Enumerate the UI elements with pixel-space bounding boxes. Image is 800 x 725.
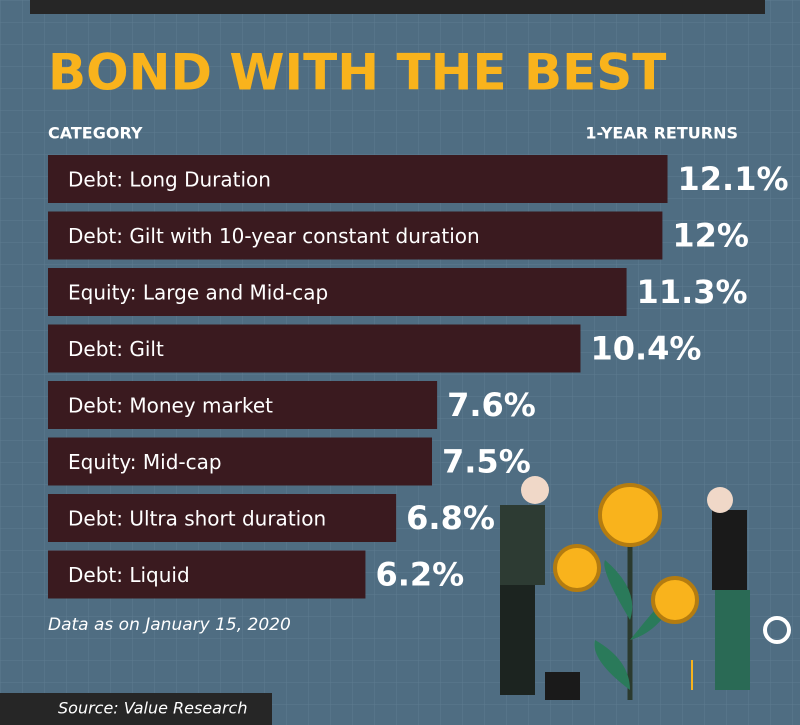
bar	[48, 550, 366, 599]
category-label: Debt: Long Duration	[68, 168, 271, 192]
value-label: 11.3%	[637, 273, 748, 311]
value-label: 7.6%	[447, 386, 536, 424]
category-label: Equity: Mid-cap	[68, 450, 222, 474]
bar	[48, 211, 663, 260]
bar	[48, 494, 397, 542]
bar	[48, 268, 627, 316]
category-label: Debt: Gilt with 10-year constant duratio…	[68, 224, 480, 248]
category-label: Debt: Money market	[68, 394, 273, 418]
note: Data as on January 15, 2020	[48, 615, 291, 635]
value-label: 12%	[672, 217, 749, 255]
bar	[48, 155, 668, 203]
value-label: 12.1%	[678, 160, 789, 198]
category-label: Debt: Liquid	[68, 563, 190, 587]
chart-title: BOND WITH THE BEST	[48, 44, 666, 102]
category-label: Debt: Ultra short duration	[68, 507, 326, 531]
bar	[48, 381, 438, 429]
category-label: Equity: Large and Mid-cap	[68, 281, 328, 305]
value-label: 10.4%	[590, 330, 701, 368]
category-header: CATEGORY	[48, 124, 143, 143]
value-header: 1-YEAR RETURNS	[585, 124, 738, 143]
value-label: 6.8%	[406, 499, 495, 537]
source-band	[0, 693, 272, 725]
bar	[48, 324, 581, 373]
source: Source: Value Research	[58, 699, 247, 718]
category-label: Debt: Gilt	[68, 337, 164, 361]
top-band	[30, 0, 765, 14]
illustration	[500, 476, 791, 700]
bar	[48, 437, 432, 486]
value-label: 6.2%	[375, 556, 464, 594]
value-label: 7.5%	[442, 443, 531, 481]
